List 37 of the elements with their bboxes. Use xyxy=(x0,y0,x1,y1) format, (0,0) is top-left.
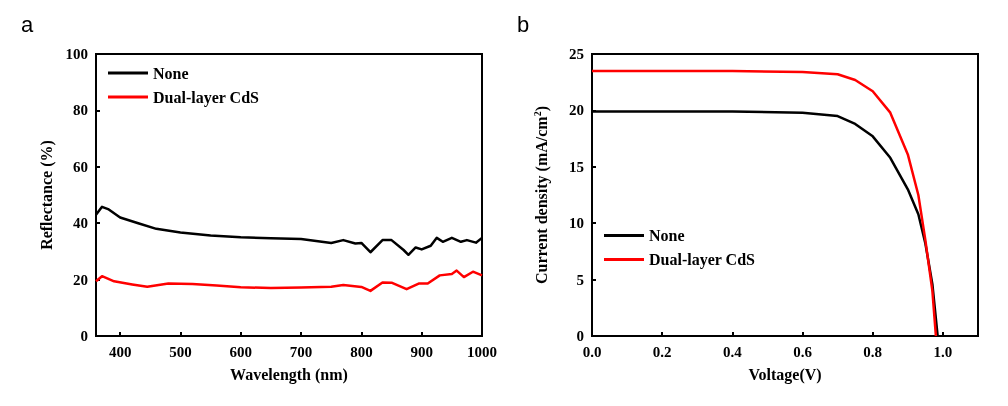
x-tick-label: 0.2 xyxy=(652,343,672,360)
x-tick-label: 0.8 xyxy=(863,343,883,360)
y-axis-title: Current density (mA/cm2) xyxy=(531,106,551,285)
x-tick-label: 800 xyxy=(350,343,373,360)
x-axis-title: Wavelength (nm) xyxy=(230,365,348,384)
legend-label: None xyxy=(153,64,189,82)
y-tick-label: 80 xyxy=(73,102,88,119)
chart-title: a xyxy=(21,11,34,37)
x-tick-label: 1000 xyxy=(467,343,497,360)
y-tick-label: 40 xyxy=(73,215,88,232)
legend-label: Dual-layer CdS xyxy=(649,251,756,269)
y-tick-label: 0 xyxy=(576,328,584,344)
line-series xyxy=(590,69,938,338)
y-tick-label: 25 xyxy=(569,46,584,62)
x-tick-label: 400 xyxy=(108,343,132,360)
chart-title: b xyxy=(517,11,530,37)
y-tick-label: 10 xyxy=(569,215,584,232)
y-tick-label: 5 xyxy=(576,271,584,288)
x-tick-label: 900 xyxy=(410,343,433,360)
y-axis-title: Reflectance (%) xyxy=(37,140,56,250)
y-tick-label: 15 xyxy=(569,158,584,175)
x-tick-label: 500 xyxy=(169,343,192,360)
y-tick-label: 0 xyxy=(80,328,88,344)
y-tick-label: 20 xyxy=(569,102,584,119)
legend-label: None xyxy=(649,227,685,244)
y-tick-label: 20 xyxy=(73,271,88,288)
x-tick-label: 1.0 xyxy=(933,343,953,360)
x-tick-label: 0.6 xyxy=(793,343,813,360)
y-tick-label: 60 xyxy=(73,158,88,175)
line-series xyxy=(94,269,484,293)
x-tick-label: 0.0 xyxy=(582,343,602,360)
x-tick-label: 0.4 xyxy=(722,343,743,360)
legend-label: Dual-layer CdS xyxy=(153,88,260,107)
x-tick-label: 600 xyxy=(229,343,252,360)
y-tick-label: 100 xyxy=(65,46,88,62)
x-tick-label: 700 xyxy=(289,343,313,360)
x-axis-title: Voltage(V) xyxy=(748,365,822,384)
